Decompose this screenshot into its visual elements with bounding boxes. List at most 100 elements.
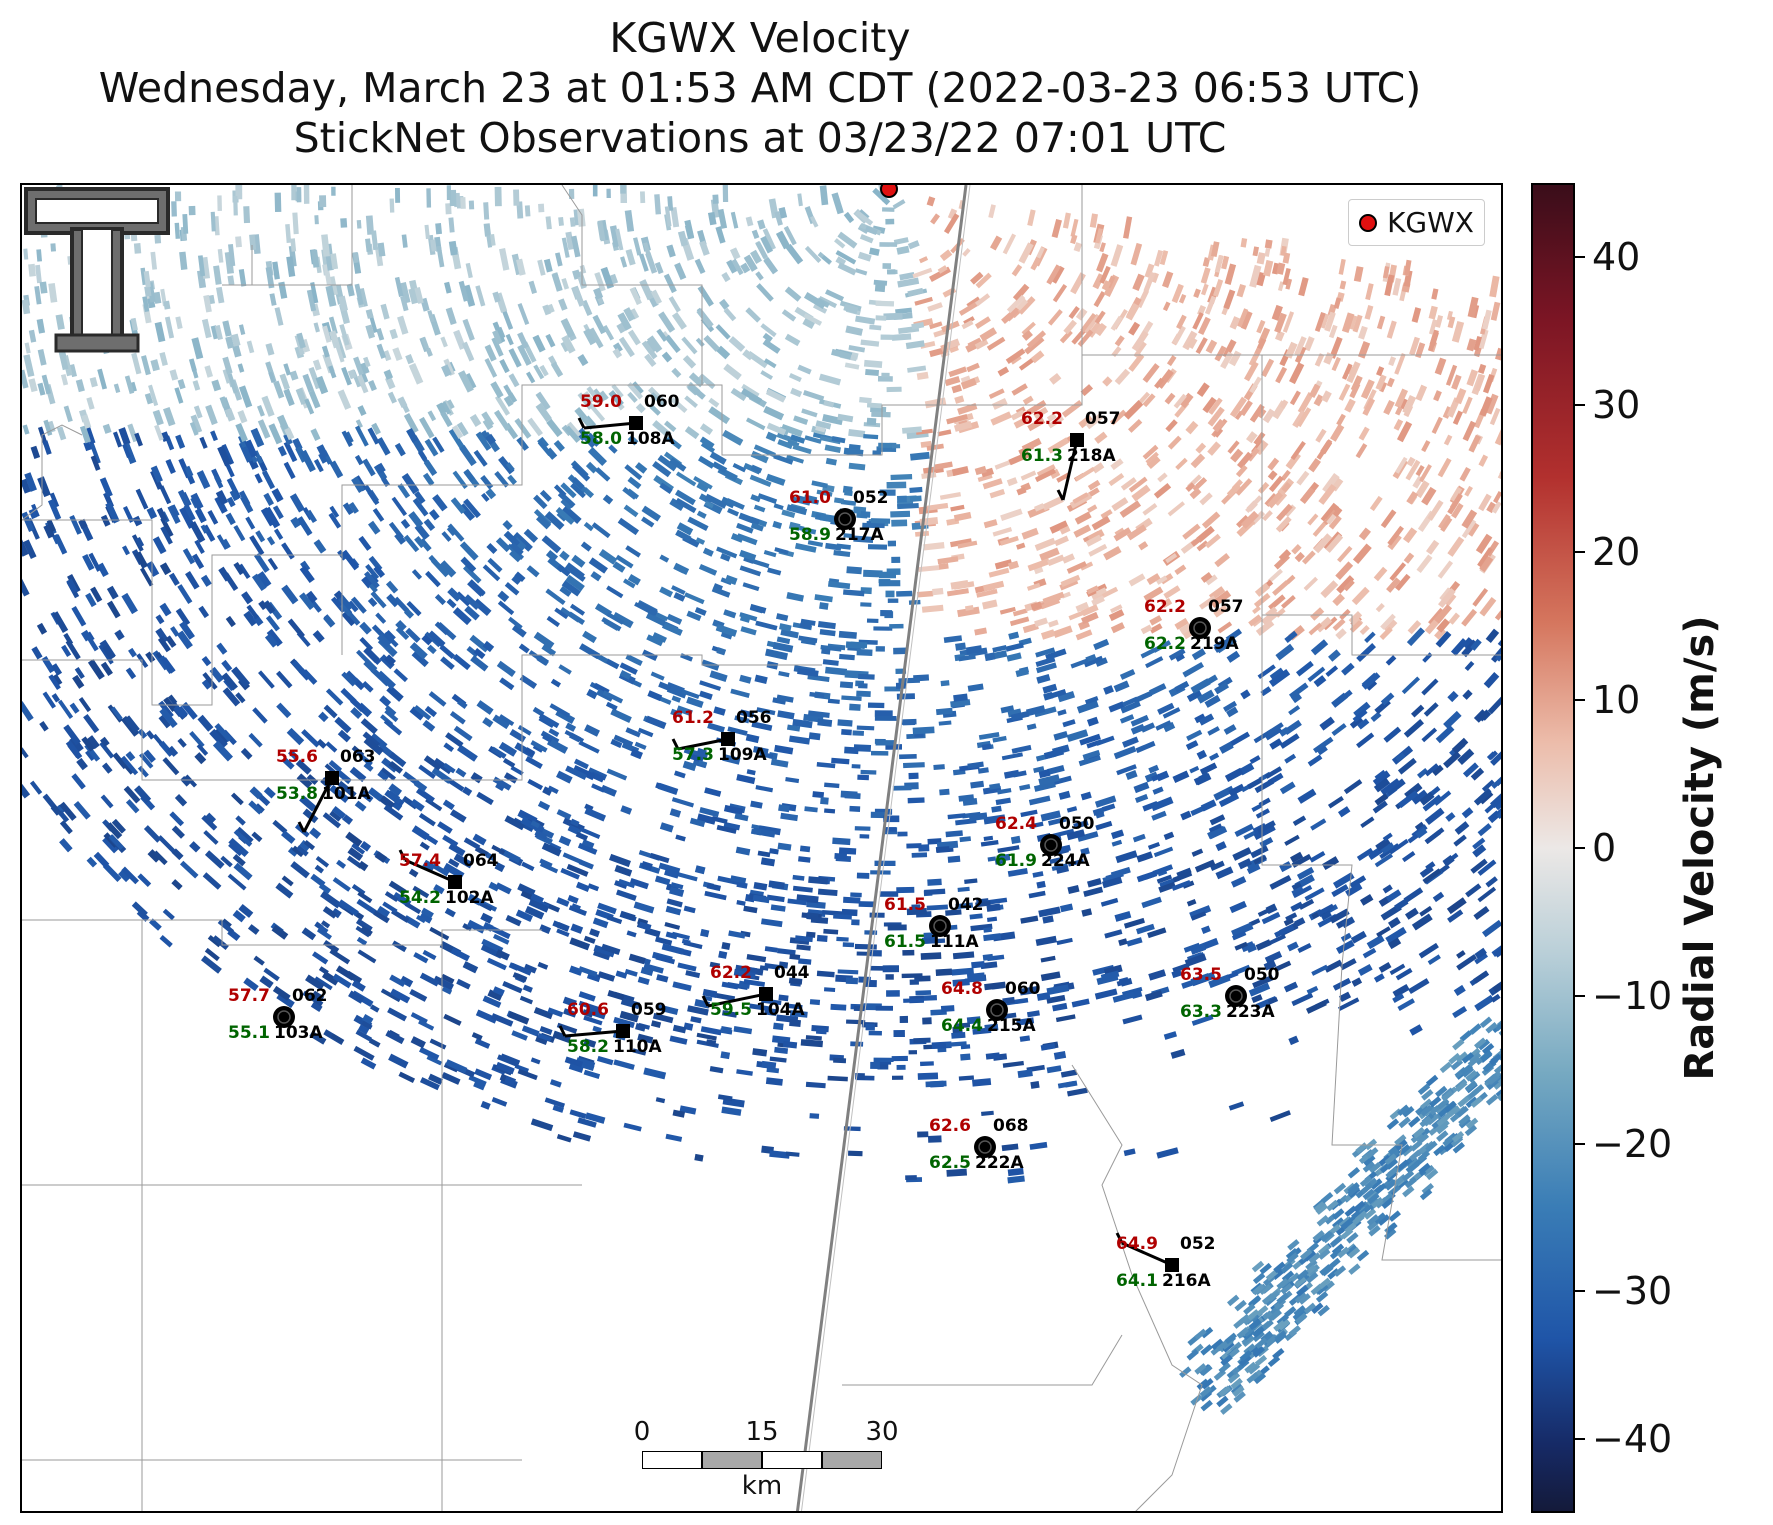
velocity-gate	[416, 914, 427, 924]
velocity-gate	[125, 667, 137, 680]
velocity-gate	[374, 851, 388, 863]
velocity-gate	[1205, 574, 1218, 586]
velocity-gate	[1108, 701, 1125, 713]
velocity-gate	[609, 225, 621, 248]
velocity-gate	[498, 741, 518, 757]
velocity-gate	[332, 877, 351, 892]
velocity-gate	[1208, 974, 1231, 989]
velocity-gate	[337, 780, 357, 798]
station-marker-109A[interactable]	[671, 732, 735, 751]
velocity-field	[22, 185, 1501, 1415]
velocity-gate	[860, 602, 872, 607]
velocity-gate	[822, 414, 844, 426]
velocity-gate	[597, 220, 606, 242]
velocity-gate	[1261, 609, 1280, 626]
velocity-gate	[926, 502, 949, 511]
station-marker-224A[interactable]	[1040, 834, 1062, 856]
station-marker-219A[interactable]	[1189, 617, 1211, 639]
station-marker-218A[interactable]	[1056, 433, 1084, 501]
velocity-gate	[369, 733, 388, 750]
station-marker-108A[interactable]	[577, 416, 643, 430]
velocity-gate	[140, 567, 154, 587]
velocity-gate	[69, 702, 80, 714]
velocity-gate	[1371, 1196, 1384, 1209]
velocity-gate	[698, 760, 708, 767]
velocity-gate	[567, 611, 586, 626]
velocity-gate	[1047, 437, 1070, 454]
velocity-gate	[1148, 969, 1167, 981]
velocity-gate	[1448, 1052, 1461, 1065]
velocity-gate	[1262, 408, 1276, 424]
velocity-gate	[654, 261, 664, 275]
velocity-gate	[1298, 1293, 1311, 1305]
velocity-gate	[1296, 1269, 1309, 1281]
velocity-gate	[314, 976, 333, 991]
velocity-gate	[1406, 491, 1419, 505]
velocity-gate	[1253, 855, 1267, 865]
velocity-gate	[1288, 682, 1309, 699]
velocity-gate	[197, 255, 206, 277]
velocity-gate	[1279, 399, 1289, 410]
velocity-gate	[28, 329, 37, 343]
velocity-gate	[670, 206, 680, 228]
station-marker-223A[interactable]	[1225, 985, 1247, 1007]
colorbar-tick	[1575, 551, 1585, 554]
station-marker-222A[interactable]	[974, 1136, 996, 1158]
station-marker-217A[interactable]	[834, 508, 856, 530]
velocity-gate	[1486, 751, 1497, 761]
station-marker-102A[interactable]	[398, 849, 462, 889]
station-marker-215A[interactable]	[986, 999, 1008, 1021]
velocity-gate	[459, 444, 477, 467]
velocity-gate	[339, 323, 350, 346]
velocity-gate	[991, 805, 1002, 813]
station-marker-216A[interactable]	[1115, 1232, 1179, 1272]
radar-map[interactable]: KGWX 59.0 060 58.0 108A 62.2 057 61.3 218A 61.0 0…	[20, 183, 1503, 1513]
velocity-gate	[840, 499, 857, 506]
velocity-gate	[1255, 619, 1275, 636]
velocity-gate	[53, 534, 68, 555]
velocity-gate	[605, 658, 620, 670]
velocity-gate	[1036, 673, 1051, 684]
velocity-gate	[831, 348, 852, 360]
station-marker-101A[interactable]	[297, 771, 339, 833]
velocity-gate	[1240, 510, 1260, 529]
velocity-gate	[1373, 566, 1388, 582]
velocity-gate	[1355, 443, 1368, 459]
velocity-gate	[468, 200, 475, 210]
velocity-gate	[1088, 543, 1108, 557]
velocity-gate	[675, 529, 692, 543]
station-marker-111A[interactable]	[929, 915, 951, 937]
velocity-gate	[1427, 954, 1441, 965]
velocity-gate	[1422, 868, 1442, 884]
velocity-gate	[314, 864, 325, 874]
velocity-gate	[558, 216, 564, 226]
station-marker-103A[interactable]	[273, 1006, 295, 1028]
velocity-gate	[303, 840, 316, 851]
velocity-gate	[556, 511, 567, 522]
velocity-gate	[394, 187, 401, 203]
velocity-gate	[1081, 611, 1099, 625]
velocity-gate	[426, 1055, 443, 1066]
velocity-gate	[778, 206, 788, 219]
velocity-gate	[1174, 564, 1187, 575]
velocity-gate	[792, 885, 813, 893]
velocity-gate	[1245, 431, 1258, 444]
velocity-gate	[177, 378, 186, 390]
station-marker-104A[interactable]	[701, 987, 773, 1008]
velocity-gate	[1034, 617, 1049, 627]
velocity-gate	[1036, 992, 1051, 1001]
velocity-gate	[437, 821, 453, 834]
velocity-gate	[684, 592, 705, 605]
velocity-gate	[1373, 973, 1385, 983]
velocity-gate	[229, 489, 240, 502]
velocity-gate	[1291, 881, 1303, 892]
velocity-gate	[849, 805, 861, 812]
station-marker-110A[interactable]	[558, 1024, 630, 1038]
velocity-gate	[1425, 1074, 1439, 1087]
velocity-gate	[1485, 1093, 1499, 1106]
station-temperature: 57.7	[228, 986, 270, 1006]
velocity-gate	[1011, 744, 1032, 754]
velocity-gate	[1285, 574, 1296, 585]
velocity-gate	[566, 863, 589, 877]
velocity-gate	[301, 927, 317, 941]
